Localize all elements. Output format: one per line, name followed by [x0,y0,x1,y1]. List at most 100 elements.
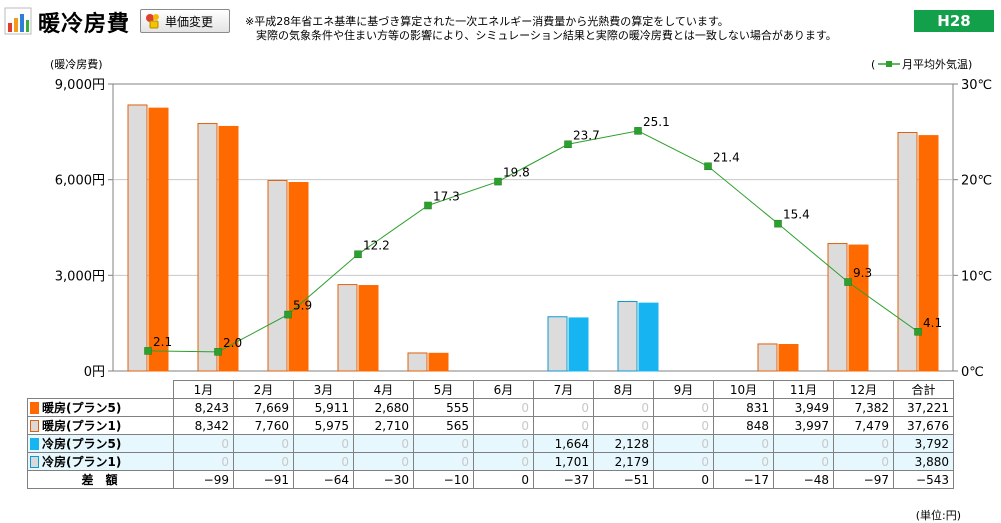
table-cell: 8,243 [173,398,234,417]
heating-plan5-bar [918,135,939,372]
table-cell: 831 [713,398,774,417]
table-cell: 0 [593,416,654,435]
table-row: 暖房(プラン5) 8,243 7,669 5,911 2,680 555 0 0 0 0 831 3,… [27,398,954,417]
heating-plan5-bar [848,244,869,372]
temperature-point [494,177,502,186]
table-cell: 0 [473,470,534,489]
year-badge: H28 [914,10,994,32]
table-column-header: 8月 [593,380,654,399]
legend-temperature-label: 月平均外気温) [902,57,972,71]
table-cell: 7,382 [833,398,894,417]
table-cell: 0 [173,434,234,453]
table-cell: −64 [293,470,354,489]
temperature-point [144,347,152,355]
table-cell: 2,680 [353,398,414,417]
legend-temperature-marker [886,61,892,67]
table-cell: 555 [413,398,474,417]
temperature-label: 21.4 [713,150,740,164]
cooling-plan5-bar [638,302,659,372]
change-unit-price-button[interactable]: 単価変更 [140,9,230,33]
table-cell: 37,676 [893,416,954,435]
temperature-label: 19.8 [503,166,530,180]
heating-plan1-bar [757,343,778,372]
table-cell: 565 [413,416,474,435]
table-cell: 0 [413,452,474,471]
table-column-header: 12月 [833,380,894,399]
heating-plan1-bar [267,179,288,372]
row-label-text: 冷房(プラン1) [42,455,122,469]
table-header-row: 1月 2月 3月 4月 5月 6月 7月 8月 9月 10月 11月 12月 合計 [27,380,954,399]
table-cell: 0 [353,434,414,453]
table-cell: −99 [173,470,234,489]
temperature-label: 17.3 [433,189,460,203]
temperature-point [214,348,222,356]
table-cell: 1,701 [533,452,594,471]
legend-open-paren: ( [871,58,875,71]
table-column-header: 4月 [353,380,414,399]
table-cell: 3,880 [893,452,954,471]
temperature-point [424,201,432,210]
price-tag-icon [146,14,159,29]
temperature-point [704,162,712,171]
legend-swatch [30,456,39,468]
heating-plan1-bar [407,352,428,372]
right-tick-label: 30℃ [961,78,992,93]
table-column-header: 1月 [173,380,234,399]
table-row-label: 暖房(プラン1) [27,416,174,435]
table-cell: 37,221 [893,398,954,417]
temperature-point [634,127,642,135]
table-row-label: 差 額 [27,470,174,489]
table-cell: 0 [293,452,354,471]
heating-plan1-bar [897,132,918,372]
table-cell: 0 [473,452,534,471]
table-cell: −48 [773,470,834,489]
table-cell: 3,949 [773,398,834,417]
temperature-label: 2.0 [223,336,242,350]
heating-plan5-bar [218,125,239,372]
heating-plan1-bar [127,104,148,372]
temperature-label: 9.3 [853,266,872,280]
table-row: 冷房(プラン5) 0 0 0 0 0 0 1,664 2,128 0 0 0 0 3,792 [27,434,954,453]
table-cell: 0 [473,434,534,453]
header-bar: 暖冷房費 単価変更 ※平成28年省エネ基準に基づき算定された一次エネルギー消費量… [0,0,1001,44]
right-tick-label: 0℃ [961,365,984,380]
table-cell: 1,664 [533,434,594,453]
temperature-label: 12.2 [363,238,390,252]
table-cell: 2,179 [593,452,654,471]
temperature-label: 15.4 [783,208,810,222]
temperature-point [354,250,362,259]
table-cell: 0 [173,452,234,471]
table-cell: 7,479 [833,416,894,435]
table-cell: 0 [353,452,414,471]
table-cell: 3,997 [773,416,834,435]
heating-plan1-bar [197,123,218,372]
table-column-header: 2月 [233,380,294,399]
cooling-plan5-bar [568,317,589,372]
left-tick-label: 6,000円 [55,174,105,189]
table-cell: 3,792 [893,434,954,453]
table-cell: 0 [653,398,714,417]
table-column-header: 10月 [713,380,774,399]
row-label-text: 暖房(プラン5) [42,401,122,415]
right-tick-label: 20℃ [961,174,992,189]
table-cell: 848 [713,416,774,435]
table-cell: −37 [533,470,594,489]
table-column-header: 5月 [413,380,474,399]
table-cell: 7,760 [233,416,294,435]
table-cell: 0 [833,452,894,471]
temperature-point [914,328,922,336]
table-cell: 0 [593,398,654,417]
table-column-header: 9月 [653,380,714,399]
row-label-text: 暖房(プラン1) [42,419,122,433]
table-column-header: 7月 [533,380,594,399]
table-row: 差 額 −99 −91 −64 −30 −10 0 −37 −51 0 −17 −48 −97 −543 [27,470,954,489]
table-cell: −51 [593,470,654,489]
table-cell: 5,975 [293,416,354,435]
table-cell: 0 [533,416,594,435]
unit-label: (単位:円) [915,509,961,522]
table-column-header: 合計 [893,380,954,399]
table-column-header: 6月 [473,380,534,399]
bar-chart-icon [4,7,32,35]
table-cell: 2,710 [353,416,414,435]
change-unit-price-label: 単価変更 [165,15,214,29]
